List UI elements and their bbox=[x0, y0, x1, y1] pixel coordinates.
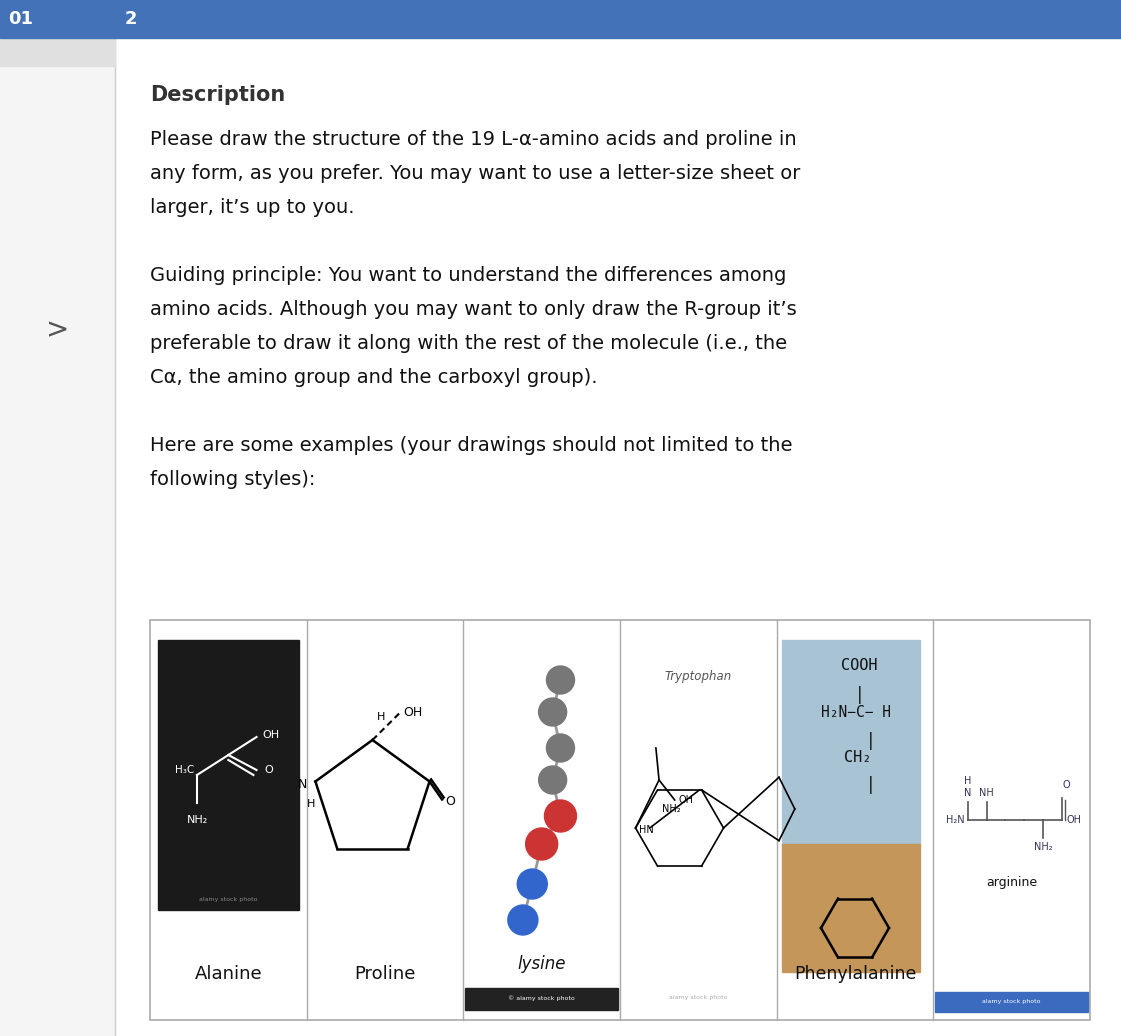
Bar bbox=[781, 640, 919, 844]
Text: O: O bbox=[445, 795, 455, 808]
Text: NH₂: NH₂ bbox=[1034, 842, 1053, 852]
Text: >: > bbox=[46, 316, 70, 344]
Text: Guiding principle: You want to understand the differences among: Guiding principle: You want to understan… bbox=[150, 266, 786, 285]
Text: Cα, the amino group and the carboxyl group).: Cα, the amino group and the carboxyl gro… bbox=[150, 368, 597, 387]
Text: Phenylalanine: Phenylalanine bbox=[794, 965, 916, 983]
Text: NH₂: NH₂ bbox=[663, 804, 680, 814]
Text: Alanine: Alanine bbox=[195, 965, 262, 983]
Text: COOH: COOH bbox=[842, 658, 878, 673]
Text: N: N bbox=[964, 788, 972, 798]
Text: O: O bbox=[1063, 780, 1071, 790]
Text: NH: NH bbox=[980, 788, 994, 798]
Text: alamy stock photo: alamy stock photo bbox=[982, 999, 1041, 1004]
Text: O: O bbox=[265, 765, 274, 775]
Text: Please draw the structure of the 19 L-α-amino acids and proline in: Please draw the structure of the 19 L-α-… bbox=[150, 130, 797, 149]
Bar bbox=[158, 640, 298, 910]
Text: 01: 01 bbox=[8, 10, 33, 28]
Text: H: H bbox=[377, 712, 385, 722]
Text: arginine: arginine bbox=[986, 876, 1037, 889]
Text: following styles):: following styles): bbox=[150, 470, 315, 489]
Text: larger, it’s up to you.: larger, it’s up to you. bbox=[150, 198, 354, 217]
Circle shape bbox=[526, 828, 557, 860]
Text: |: | bbox=[868, 732, 873, 750]
Text: H: H bbox=[964, 776, 972, 786]
Text: alamy stock photo: alamy stock photo bbox=[200, 897, 258, 902]
Text: lysine: lysine bbox=[518, 955, 566, 973]
Bar bbox=[150, 620, 1090, 1020]
Text: alamy stock photo: alamy stock photo bbox=[669, 995, 728, 1000]
Circle shape bbox=[538, 766, 566, 794]
Text: preferable to draw it along with the rest of the molecule (i.e., the: preferable to draw it along with the res… bbox=[150, 334, 787, 353]
Text: © alamy stock photo: © alamy stock photo bbox=[508, 996, 575, 1001]
Text: OH: OH bbox=[1067, 815, 1082, 825]
Circle shape bbox=[545, 800, 576, 832]
Text: |: | bbox=[868, 776, 873, 794]
Text: H: H bbox=[307, 800, 316, 809]
Text: OH: OH bbox=[678, 795, 694, 805]
Text: H₂N: H₂N bbox=[946, 815, 964, 825]
Circle shape bbox=[538, 698, 566, 726]
Text: amino acids. Although you may want to only draw the R-group it’s: amino acids. Although you may want to on… bbox=[150, 300, 797, 319]
Bar bbox=[0, 38, 115, 1036]
Text: Description: Description bbox=[150, 85, 285, 105]
Circle shape bbox=[546, 733, 574, 762]
Text: H₃C: H₃C bbox=[175, 765, 194, 775]
Text: OH: OH bbox=[404, 706, 423, 719]
Text: Proline: Proline bbox=[354, 965, 416, 983]
Circle shape bbox=[546, 666, 574, 694]
Text: 2: 2 bbox=[126, 10, 138, 28]
Bar bbox=[935, 992, 1088, 1012]
Bar bbox=[781, 844, 919, 972]
Text: any form, as you prefer. You may want to use a letter-size sheet or: any form, as you prefer. You may want to… bbox=[150, 164, 800, 183]
Text: NH₂: NH₂ bbox=[186, 815, 207, 825]
Text: H₂N−C− H: H₂N−C− H bbox=[821, 706, 890, 720]
Circle shape bbox=[517, 869, 547, 899]
Text: CH₂: CH₂ bbox=[844, 750, 871, 765]
Text: HN: HN bbox=[639, 825, 654, 835]
Text: Here are some examples (your drawings should not limited to the: Here are some examples (your drawings sh… bbox=[150, 436, 793, 455]
Circle shape bbox=[508, 905, 538, 936]
Text: OH: OH bbox=[262, 730, 280, 740]
Text: |: | bbox=[856, 686, 862, 704]
Text: N: N bbox=[298, 778, 307, 790]
Bar bbox=[0, 0, 1121, 38]
Bar bbox=[465, 988, 618, 1010]
Bar bbox=[0, 38, 115, 66]
Text: Tryptophan: Tryptophan bbox=[665, 670, 732, 683]
